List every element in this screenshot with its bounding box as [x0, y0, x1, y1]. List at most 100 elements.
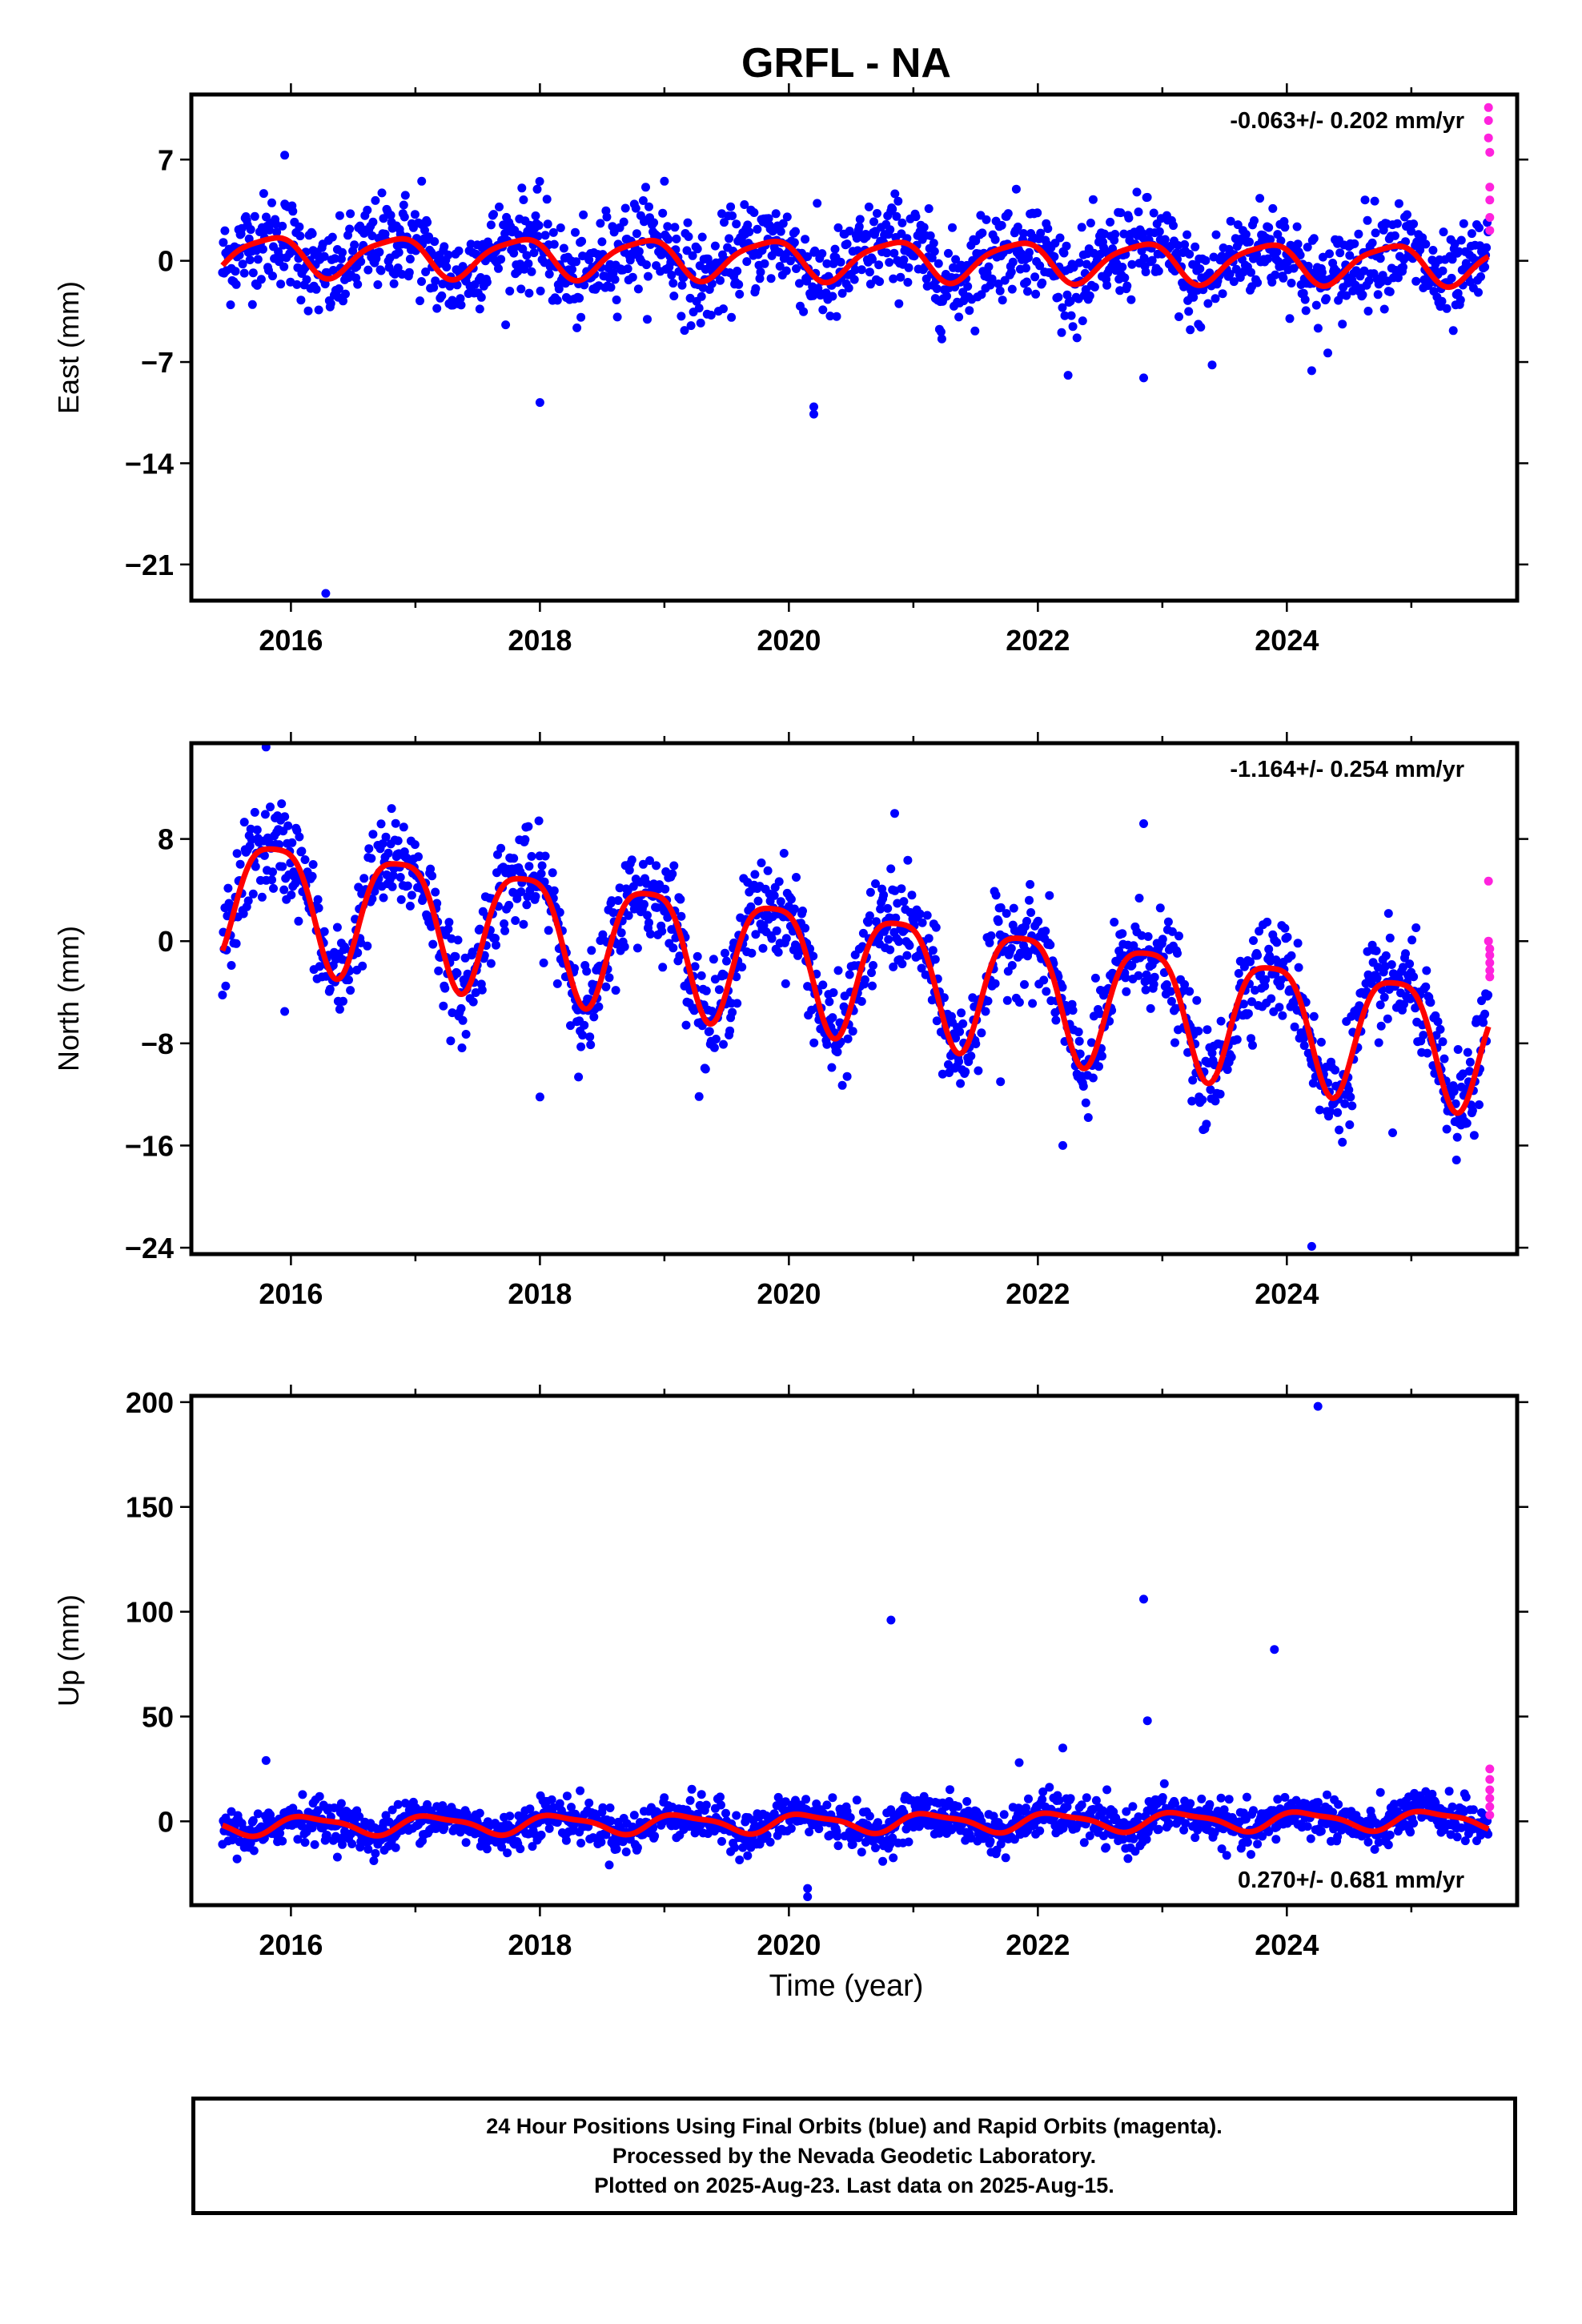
- data-point: [896, 272, 905, 282]
- data-point: [1185, 987, 1195, 996]
- data-point: [737, 963, 747, 972]
- data-point: [1075, 1049, 1085, 1059]
- data-point: [911, 212, 921, 222]
- data-point: [928, 946, 938, 955]
- data-point: [330, 254, 339, 263]
- data-point: [570, 963, 579, 973]
- data-point: [779, 849, 789, 858]
- data-point: [926, 231, 935, 240]
- data-point: [1328, 1807, 1338, 1817]
- rapid-orbit-point: [1485, 944, 1495, 954]
- data-point: [444, 918, 454, 927]
- y-tick-label: −14: [125, 447, 174, 480]
- data-point: [1059, 248, 1069, 258]
- data-point: [833, 966, 843, 975]
- data-point: [701, 1064, 710, 1074]
- data-point: [220, 226, 230, 235]
- data-point: [1252, 250, 1262, 259]
- data-point: [1106, 217, 1115, 227]
- data-point: [552, 979, 562, 988]
- data-point: [1280, 923, 1290, 933]
- data-point: [476, 292, 486, 302]
- data-point: [1122, 1807, 1131, 1816]
- data-point: [249, 1846, 259, 1856]
- data-point: [1442, 304, 1452, 313]
- data-point: [954, 1802, 963, 1811]
- data-point: [1261, 975, 1271, 984]
- data-point: [1126, 295, 1136, 304]
- data-point: [965, 306, 974, 316]
- data-point: [1195, 264, 1205, 274]
- data-point: [743, 220, 753, 230]
- data-point: [544, 926, 553, 935]
- data-point: [872, 917, 881, 927]
- data-point: [554, 284, 564, 294]
- data-point: [258, 244, 267, 254]
- data-point: [1253, 278, 1263, 287]
- data-point: [379, 214, 388, 223]
- data-point: [1219, 1805, 1229, 1815]
- data-point: [1373, 290, 1383, 300]
- y-tick-label: −8: [141, 1027, 174, 1060]
- data-point: [921, 970, 930, 979]
- data-point: [531, 211, 540, 220]
- outlier-point: [535, 398, 544, 408]
- data-point: [828, 292, 837, 301]
- data-point: [646, 929, 655, 939]
- data-point: [1482, 243, 1492, 252]
- east-axis-label: East (mm): [52, 281, 85, 414]
- data-point: [1102, 1785, 1112, 1795]
- rapid-orbit-point: [1485, 1785, 1495, 1795]
- data-point: [437, 291, 447, 300]
- x-tick-label: 2020: [757, 1928, 821, 1961]
- data-point: [576, 1786, 585, 1795]
- data-point: [915, 909, 925, 919]
- data-point: [1147, 255, 1157, 265]
- data-point: [525, 886, 535, 895]
- data-point: [1205, 1799, 1215, 1809]
- rapid-orbit-point: [1485, 183, 1495, 192]
- data-point: [514, 230, 524, 239]
- data-point: [477, 985, 487, 995]
- data-point: [1182, 230, 1192, 239]
- data-point: [1438, 266, 1447, 275]
- x-tick-label: 2018: [508, 624, 572, 657]
- data-point: [1342, 291, 1351, 300]
- data-point: [1197, 1794, 1207, 1803]
- data-point: [612, 296, 621, 304]
- data-point: [904, 263, 913, 272]
- data-point: [1452, 1156, 1461, 1164]
- data-point: [387, 804, 396, 814]
- data-point: [1088, 1073, 1098, 1083]
- data-point: [1159, 1779, 1169, 1788]
- data-point: [792, 264, 801, 273]
- data-point: [345, 224, 355, 234]
- data-point: [693, 951, 702, 961]
- data-point: [1303, 1822, 1312, 1831]
- data-point: [1077, 1800, 1086, 1810]
- data-point: [1476, 272, 1485, 281]
- data-point: [1166, 987, 1175, 996]
- data-point: [1022, 1803, 1030, 1813]
- data-point: [1098, 1806, 1107, 1815]
- data-point: [1267, 277, 1277, 287]
- data-point: [1255, 194, 1265, 203]
- data-point: [1260, 981, 1270, 991]
- data-point: [440, 983, 450, 993]
- data-point: [1038, 1787, 1048, 1796]
- data-point: [1146, 1003, 1155, 1013]
- data-point: [338, 247, 347, 257]
- data-point: [1068, 1006, 1078, 1015]
- data-point: [1247, 1850, 1255, 1860]
- data-point: [381, 1811, 391, 1820]
- data-point: [684, 232, 693, 241]
- rapid-orbit-point: [1485, 972, 1495, 982]
- data-point: [297, 846, 307, 856]
- data-point: [1043, 224, 1053, 233]
- data-point: [367, 894, 377, 903]
- x-tick-label: 2016: [259, 1928, 323, 1961]
- data-point: [660, 1793, 669, 1803]
- data-point: [1453, 288, 1463, 298]
- rapid-orbit-point: [1485, 951, 1495, 960]
- data-point: [260, 810, 270, 819]
